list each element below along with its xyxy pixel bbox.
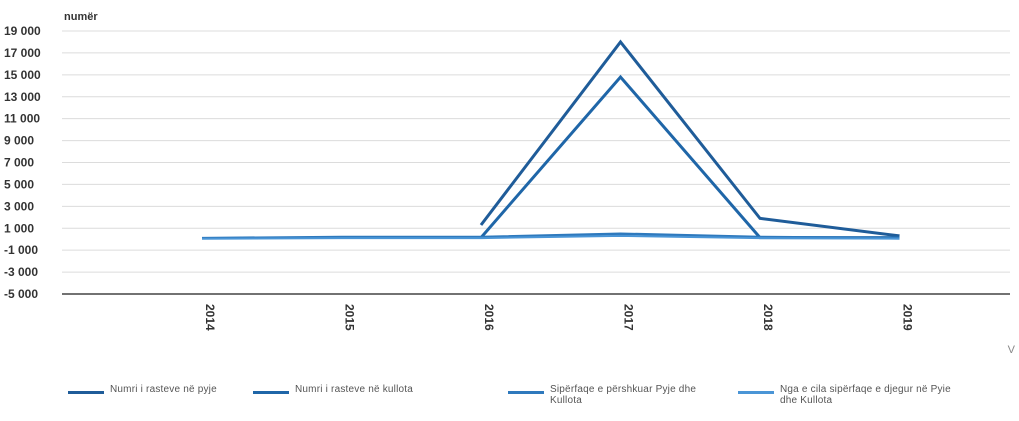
y-tick-label: 19 000 [4,24,41,38]
legend-item-4[interactable]: Nga e cila sipërfaqe e djegur në Pyie dh… [738,384,970,406]
legend-label-3: Sipërfaqe e përshkuar Pyje dhe Kullota [550,384,697,406]
y-tick-label: -3 000 [4,265,38,279]
x-tick-label: 2015 [343,304,357,331]
legend-swatch-3 [508,391,544,394]
legend-label-1: Numri i rasteve në pyje [110,384,217,395]
legend-label-4: Nga e cila sipërfaqe e djegur në Pyie dh… [780,384,951,406]
y-tick-label: 5 000 [4,177,34,191]
legend-item-1[interactable]: Numri i rasteve në pyje [68,384,217,395]
y-tick-label: 13 000 [4,90,41,104]
x-tick-label: 2018 [761,304,775,331]
legend-swatch-4 [738,391,774,394]
y-axis-ticks: 19 000 17 000 15 000 13 000 11 000 9 000 7 000… [4,24,41,301]
y-axis-label: numër [64,11,98,23]
y-tick-label: 7 000 [4,156,34,170]
legend-item-2[interactable]: Numri i rasteve në kullota [253,384,413,395]
series-lines [201,39,900,240]
y-tick-label: 17 000 [4,46,41,60]
series-line-4 [201,234,900,240]
x-axis-ticks: 2014 2015 2016 2017 2018 2019 [203,304,915,331]
corner-text: V [1007,344,1015,356]
x-tick-label: 2014 [203,304,217,331]
series-line-1 [479,39,900,238]
y-tick-label: 11 000 [4,112,40,126]
y-tick-label: 9 000 [4,134,34,148]
y-tick-label: -5 000 [4,287,38,301]
y-tick-label: 1 000 [4,221,34,235]
series-line-2 [479,74,900,240]
legend: Numri i rasteve në pyje Numri i rasteve … [68,384,998,420]
y-tick-label: 15 000 [4,68,41,82]
y-tick-label: -1 000 [4,243,38,257]
legend-swatch-2 [253,391,289,394]
gridlines [62,30,1010,273]
legend-swatch-1 [68,391,104,394]
y-tick-label: 3 000 [4,199,34,213]
legend-label-2: Numri i rasteve në kullota [295,384,414,395]
legend-item-3[interactable]: Sipërfaqe e përshkuar Pyje dhe Kullota [508,384,730,406]
series-line-3 [201,232,900,240]
line-chart: 19 000 17 000 15 000 13 000 11 000 9 000 7 000… [4,11,1010,331]
x-tick-label: 2017 [622,304,636,331]
x-tick-label: 2019 [901,304,915,331]
x-tick-label: 2016 [482,304,496,331]
